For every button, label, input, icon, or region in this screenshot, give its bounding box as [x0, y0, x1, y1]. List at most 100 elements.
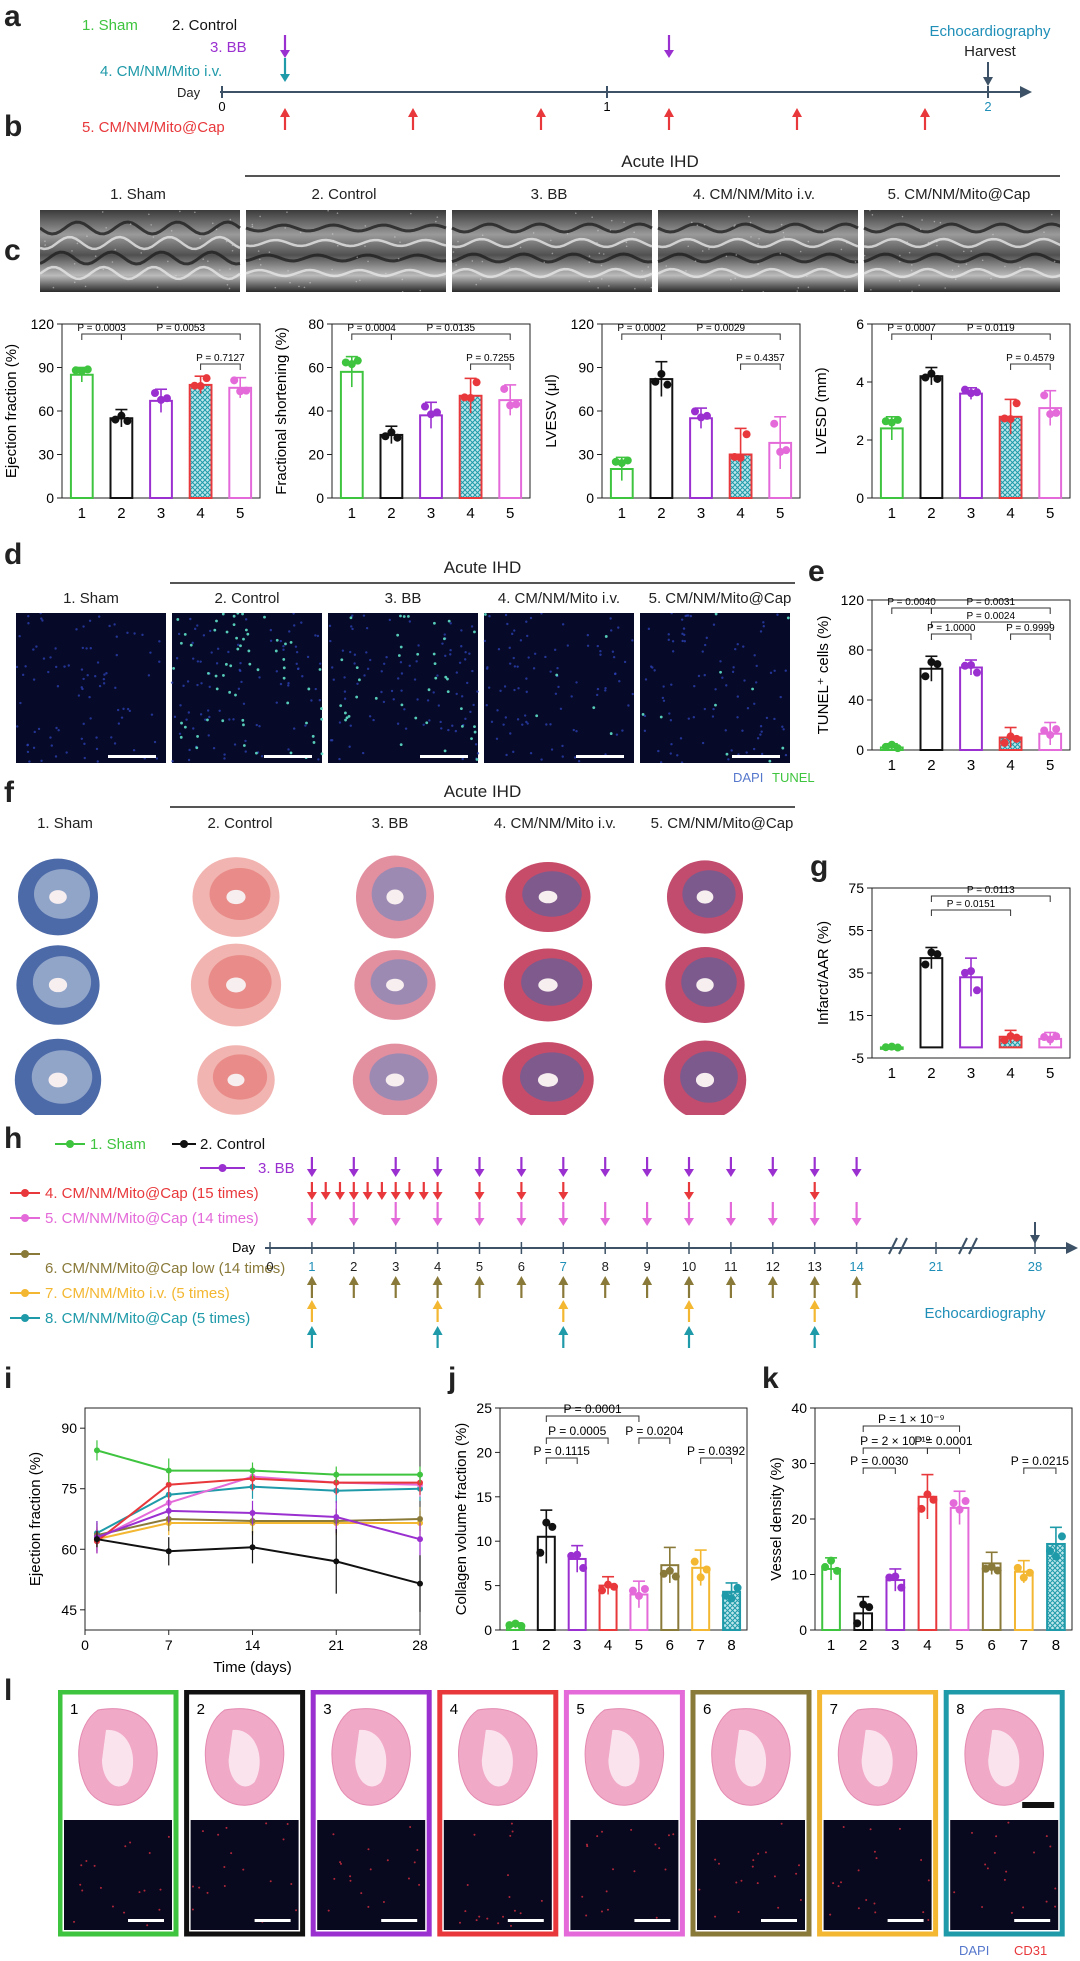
dapi-nucleus [338, 721, 342, 724]
h-axis-break [958, 1237, 968, 1255]
svg-j-point-8 [733, 1583, 742, 1592]
timeline-a-group-3: 3. BB [210, 39, 247, 56]
mmode-speckle [906, 241, 909, 243]
dapi-nucleus [89, 647, 92, 650]
tunel-positive [311, 734, 315, 738]
dapi-nucleus [171, 760, 174, 763]
mmode-speckle [105, 227, 107, 229]
cd31-vessel [667, 1834, 670, 1837]
cd31-vessel [654, 1843, 657, 1846]
cd31-vessel [143, 1889, 146, 1892]
svg-g-point-2 [921, 960, 930, 969]
h-arrow-g6-head [684, 1276, 694, 1285]
cd31-vessel [1033, 1851, 1036, 1854]
tunel-positive [236, 613, 240, 615]
svg-e-bracket-3 [930, 633, 972, 640]
svg-j-xtick-label: 6 [666, 1637, 674, 1654]
svg-j-point-2 [536, 1548, 545, 1557]
dapi-nucleus [182, 684, 185, 688]
mmode-speckle [394, 236, 396, 238]
dapi-nucleus [413, 678, 417, 681]
svg-c1-point-5 [230, 376, 239, 385]
tunel-positive [229, 664, 233, 668]
dapi-nucleus [561, 623, 565, 626]
svg-g-pvalue-0: P = 0.0151 [947, 899, 996, 910]
h-axis-break [888, 1237, 898, 1255]
dapi-nucleus [461, 757, 464, 761]
svg-c1-ylabel: Ejection fraction (%) [3, 344, 20, 478]
svg-j-xtick-label: 2 [542, 1637, 550, 1654]
mmode-speckle [1053, 260, 1056, 263]
arrow-a-cap-head-1 [408, 108, 418, 117]
dapi-nucleus [668, 712, 671, 715]
dapi-nucleus [724, 729, 727, 732]
h-arrow-g4-head [516, 1192, 527, 1200]
dapi-nucleus [519, 639, 523, 642]
svg-c1-point-2 [117, 411, 126, 420]
dapi-nucleus [65, 751, 68, 754]
svg-c1-bar-3 [149, 399, 173, 499]
tunel-positive [183, 632, 187, 636]
mmode-wall-4-0 [657, 222, 859, 234]
tunel-positive [714, 703, 717, 707]
dapi-nucleus [712, 623, 716, 626]
dapi-nucleus [697, 674, 701, 678]
svg-j-bracket-4 [700, 1457, 733, 1464]
cd31-vessel [93, 1864, 96, 1867]
svg-c1-xtick-label: 5 [236, 505, 244, 522]
chart-infarct-aar: -5 15 35 55 75 Infarct/AAR (%) 1 2 3 4 5 P = 0.0151… [815, 880, 1071, 1082]
dapi-nucleus [465, 681, 469, 685]
mmode-speckle [617, 242, 619, 244]
dapi-nucleus [692, 715, 696, 719]
mmode-speckle [708, 248, 710, 250]
h-tick-label: 6 [518, 1259, 525, 1274]
cd31-vessel [857, 1869, 860, 1872]
svg-j-xtick-label: 3 [573, 1637, 581, 1654]
mmode-wall-4-1 [657, 237, 859, 249]
dapi-nucleus [661, 696, 665, 700]
dapi-nucleus [577, 759, 581, 763]
tunel-positive [244, 628, 248, 632]
panel-letter-b: b [4, 110, 23, 143]
dapi-nucleus [604, 689, 607, 692]
dapi-nucleus [667, 638, 670, 642]
tunel-positive [400, 703, 404, 707]
dapi-nucleus [382, 662, 386, 665]
mmode-wall-5-1 [863, 237, 1060, 249]
dapi-nucleus [83, 756, 86, 760]
svg-c3-bracket-0 [621, 333, 662, 340]
tunel-positive [399, 743, 403, 747]
dapi-nucleus [279, 639, 282, 643]
dapi-nucleus [760, 730, 763, 733]
svg-j-point-6 [665, 1566, 674, 1575]
svg-e-bracket-1 [930, 607, 1051, 614]
svg-c1-ytick-label: 90 [38, 360, 54, 376]
mmode-speckle [965, 263, 968, 266]
mmode-speckle [284, 227, 286, 229]
svg-c2-point-2 [393, 433, 402, 442]
dapi-nucleus [208, 715, 211, 719]
h-legend-marker-2 [180, 1140, 188, 1148]
dapi-nucleus [293, 624, 296, 627]
tunel-positive [609, 732, 613, 735]
dapi-nucleus [54, 647, 57, 650]
mmode-speckle [508, 267, 511, 269]
dapi-nucleus [232, 718, 235, 721]
dapi-nucleus [599, 649, 602, 653]
dapi-nucleus [502, 723, 505, 726]
cd31-vessel [367, 1848, 370, 1851]
svg-c2-ytick-label: 60 [308, 360, 324, 376]
svg-e-point-2 [921, 672, 930, 681]
mmode-speckle [588, 261, 591, 264]
dapi-nucleus [353, 653, 357, 656]
timeline-a-group-4: 4. CM/NM/Mito i.v. [100, 63, 222, 80]
cd31-vessel [80, 1864, 83, 1867]
svg-c4-point-3 [973, 388, 981, 397]
dapi-nucleus [86, 673, 89, 677]
dapi-nucleus [408, 620, 412, 623]
mmode-speckle [933, 220, 936, 223]
dapi-nucleus [490, 720, 494, 724]
svg-c4-pvalue-2: P = 0.4579 [1006, 353, 1055, 364]
cd31-vessel [981, 1905, 984, 1908]
cd31-vessel [773, 1875, 776, 1878]
